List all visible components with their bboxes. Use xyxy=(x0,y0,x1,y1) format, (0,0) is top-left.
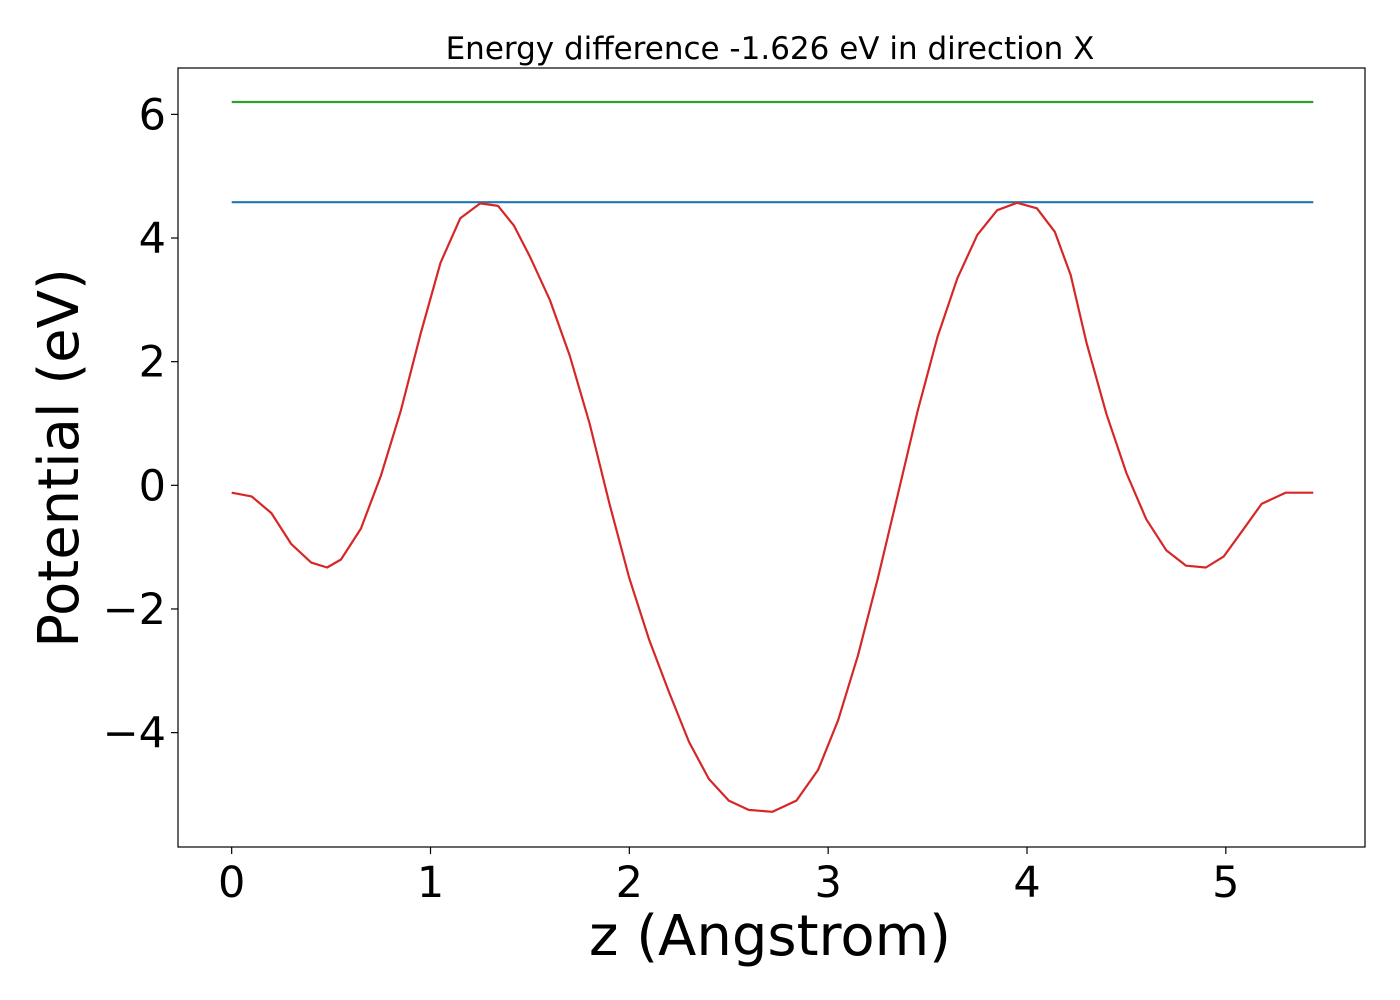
y-tick-label: 4 xyxy=(139,214,166,264)
y-tick-label: 6 xyxy=(139,90,166,140)
y-tick-label: −4 xyxy=(103,709,166,759)
y-tick-label: −2 xyxy=(103,585,166,635)
x-tick-label: 4 xyxy=(1013,858,1040,908)
x-tick-label: 5 xyxy=(1212,858,1239,908)
x-axis: 0 1 2 3 4 5 xyxy=(218,847,1240,908)
x-axis-label: z (Angstrom) xyxy=(589,904,951,969)
series-layer xyxy=(231,100,1314,813)
y-tick-label: 0 xyxy=(139,461,166,511)
y-tick-label: 2 xyxy=(139,338,166,388)
plot-frame xyxy=(177,67,1366,848)
x-tick-label: 2 xyxy=(616,858,643,908)
x-tick-label: 0 xyxy=(218,858,245,908)
chart-title: Energy difference -1.626 eV in direction… xyxy=(446,31,1095,67)
x-tick-label: 3 xyxy=(814,858,841,908)
series-line-2 xyxy=(231,201,1314,813)
x-tick-label: 1 xyxy=(417,858,444,908)
y-axis: −4 −2 0 2 4 6 xyxy=(103,90,178,759)
y-axis-label: Potential (eV) xyxy=(27,268,92,648)
